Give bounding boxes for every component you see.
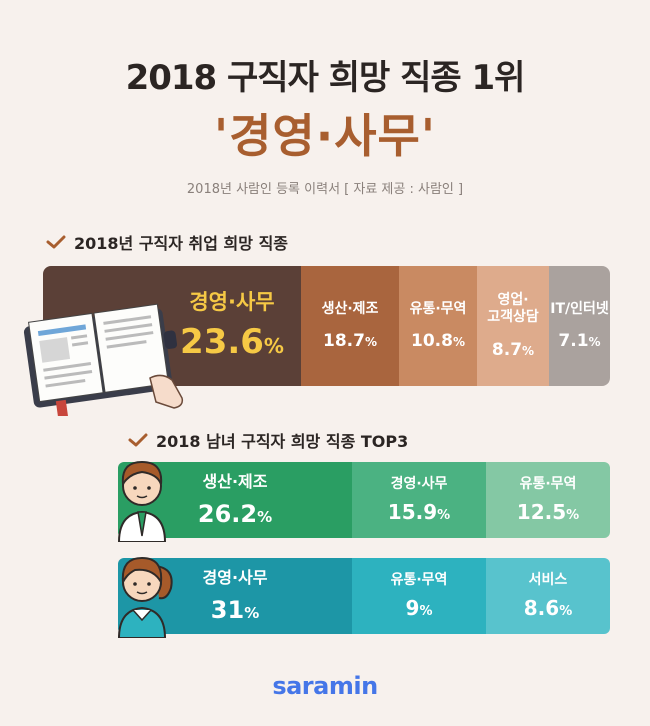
headline: '경영·사무' [214, 109, 436, 163]
saramin-logo[interactable]: saramin [272, 672, 378, 700]
bar-value: 10.8% [411, 331, 465, 352]
page-title: 2018 구직자 희망 직종 1위 [125, 58, 526, 98]
female-chart: 경영·사무 31% 유통·무역 9% 서비스 8.6% [118, 558, 610, 634]
bar-label: IT/인터넷 [550, 300, 609, 317]
bar-segment: 유통·무역 9% [352, 558, 486, 634]
bar-value: 15.9% [387, 500, 451, 525]
bar-label: 서비스 [528, 571, 568, 588]
female-avatar-icon [117, 556, 173, 638]
section-1-heading: 2018년 구직자 취업 희망 직종 [46, 230, 288, 254]
bar-label: 경영·사무 [202, 568, 268, 588]
bar-segment: 유통·무역 12.5% [486, 462, 610, 538]
checkmark-icon [128, 433, 148, 447]
main-chart: 경영·사무 23.6% 생산·제조 18.7% 유통·무역 10.8% 영업· 고객상담 8.… [43, 266, 610, 386]
source-note: 2018년 사람인 등록 이력서 [ 자료 제공 : 사람인 ] [186, 182, 464, 197]
bar-label: 생산·제조 [202, 472, 268, 492]
male-chart: 생산·제조 26.2% 경영·사무 15.9% 유통·무역 12.5% [118, 462, 610, 538]
bar-label: 경영·사무 [189, 290, 275, 315]
bar-label: 유통·무역 [390, 571, 448, 588]
bar-segment: 생산·제조 18.7% [301, 266, 399, 386]
bar-value: 26.2% [197, 499, 273, 528]
bar-value: 18.7% [323, 331, 377, 352]
bar-segment: 경영·사무 15.9% [352, 462, 486, 538]
bar-value: 12.5% [516, 500, 580, 525]
bar-segment: IT/인터넷 7.1% [549, 266, 610, 386]
section-2-heading: 2018 남녀 구직자 희망 직종 TOP3 [128, 428, 408, 452]
section-2-title: 2018 남녀 구직자 희망 직종 TOP3 [156, 432, 409, 451]
male-avatar-icon [117, 460, 167, 542]
bar-label: 영업· 고객상담 [487, 292, 539, 325]
bar-label: 유통·무역 [409, 300, 467, 317]
bar-label: 생산·제조 [321, 300, 379, 317]
bar-value: 8.6% [523, 596, 573, 621]
bar-value: 8.7% [491, 339, 535, 360]
bar-segment: 서비스 8.6% [486, 558, 610, 634]
open-book-icon [23, 303, 184, 416]
bar-value: 9% [405, 596, 433, 621]
bar-segment: 유통·무역 10.8% [399, 266, 477, 386]
bar-label: 경영·사무 [390, 475, 448, 492]
checkmark-icon [46, 235, 66, 249]
bar-segment: 영업· 고객상담 8.7% [477, 266, 549, 386]
bar-value: 7.1% [558, 331, 601, 352]
section-1-title: 2018년 구직자 취업 희망 직종 [74, 234, 289, 253]
bar-value: 23.6% [180, 321, 284, 362]
bar-label: 유통·무역 [519, 475, 577, 492]
bar-value: 31% [210, 595, 260, 624]
